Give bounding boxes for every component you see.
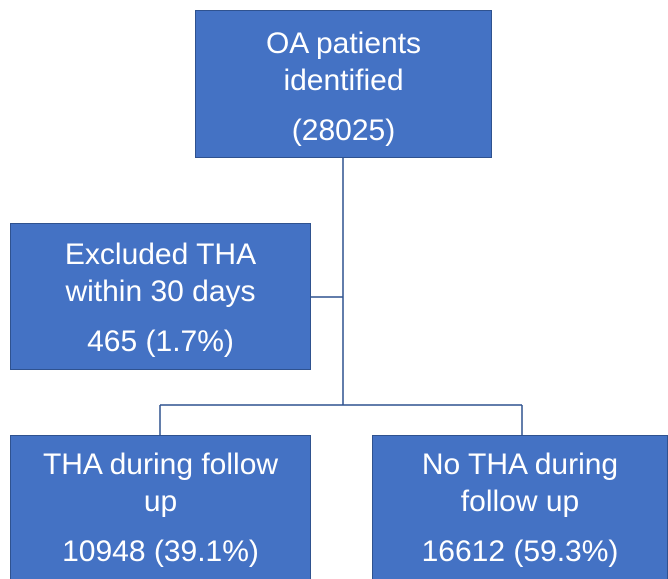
node-label: follow up <box>460 485 580 518</box>
node-count: 10948 (39.1%) <box>62 535 259 568</box>
node-label: within 30 days <box>65 275 256 308</box>
node-label: Excluded THA <box>64 238 257 271</box>
node-label: OA patients <box>265 27 422 60</box>
node-box: OA patients identified (28025) <box>195 10 492 158</box>
node-label: THA during follow <box>42 448 279 481</box>
node-label: No THA during <box>421 448 619 481</box>
node-box: No THA during follow up 16612 (59.3%) <box>372 435 668 579</box>
node-label: up <box>143 485 178 518</box>
node-count: (28025) <box>291 114 396 147</box>
node-box: THA during follow up 10948 (39.1%) <box>10 435 311 579</box>
node-box: Excluded THA within 30 days 465 (1.7%) <box>10 223 311 370</box>
node-label: identified <box>283 64 404 97</box>
node-count: 16612 (59.3%) <box>421 535 619 568</box>
node-count: 465 (1.7%) <box>87 325 234 358</box>
